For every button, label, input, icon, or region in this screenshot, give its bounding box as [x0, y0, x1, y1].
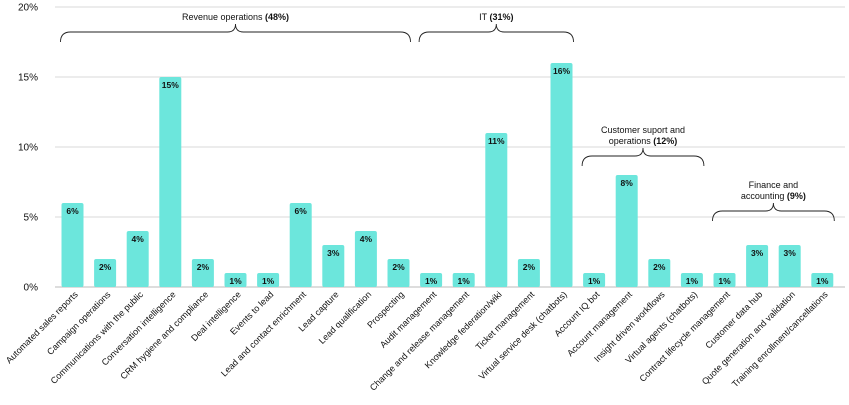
data-label: 1% — [262, 276, 275, 286]
data-label: 1% — [229, 276, 242, 286]
data-label: 2% — [392, 262, 405, 272]
y-tick-label: 5% — [24, 213, 39, 224]
group-label: accounting (9%) — [741, 191, 806, 201]
group-label: Revenue operations (48%) — [182, 12, 289, 22]
group-label-share: (12%) — [653, 136, 677, 146]
group-label: Customer suport and — [601, 125, 685, 135]
data-label: 6% — [295, 206, 308, 216]
data-label: 3% — [327, 248, 340, 258]
y-tick-label: 20% — [18, 3, 38, 14]
bar — [746, 245, 769, 287]
data-label: 1% — [718, 276, 731, 286]
bar — [615, 175, 638, 287]
data-label: 1% — [425, 276, 438, 286]
y-tick-label: 0% — [24, 283, 39, 294]
bar — [191, 259, 214, 287]
bar — [778, 245, 801, 287]
category-label: Customer data hub — [703, 289, 764, 350]
bar — [289, 203, 312, 287]
bar — [94, 259, 117, 287]
bar — [811, 273, 834, 287]
group-label-share: (48%) — [265, 12, 289, 22]
bar — [517, 259, 540, 287]
data-label: 1% — [816, 276, 829, 286]
bar — [550, 63, 573, 287]
data-label: 15% — [162, 80, 179, 90]
y-tick-label: 15% — [18, 73, 38, 84]
category-label: Audit management — [378, 289, 439, 350]
data-label: 1% — [686, 276, 699, 286]
data-label: 2% — [653, 262, 666, 272]
bar — [61, 203, 84, 287]
data-label: 11% — [488, 136, 505, 146]
group-label: Finance and — [749, 180, 799, 190]
group-label-text: Revenue operations — [182, 12, 265, 22]
group-label-text: Finance and — [749, 180, 799, 190]
bar — [354, 231, 377, 287]
data-label: 4% — [132, 234, 145, 244]
bar — [680, 273, 703, 287]
data-label: 2% — [523, 262, 536, 272]
group-brace — [712, 202, 835, 222]
bar — [420, 273, 443, 287]
data-label: 3% — [784, 248, 797, 258]
y-tick-label: 10% — [18, 143, 38, 154]
data-label: 3% — [751, 248, 764, 258]
bar — [159, 77, 182, 287]
group-label-share: (31%) — [489, 12, 513, 22]
group-label-text: accounting — [741, 191, 787, 201]
category-label: Ticket management — [474, 289, 537, 352]
group-brace — [581, 147, 705, 167]
data-label: 1% — [588, 276, 601, 286]
category-label: Campaign operations — [45, 289, 113, 357]
y-axis-ticks: 0% 5% 10% 15% 20% — [18, 3, 38, 294]
bar — [452, 273, 475, 287]
bar — [648, 259, 671, 287]
data-label: 16% — [553, 66, 570, 76]
group-label-text: IT — [479, 12, 489, 22]
data-label: 2% — [99, 262, 112, 272]
data-label: 4% — [360, 234, 373, 244]
group-label-text: operations — [609, 136, 654, 146]
bar — [485, 133, 508, 287]
group-label-text: Customer suport and — [601, 125, 685, 135]
bars — [61, 63, 834, 287]
group-label: operations (12%) — [609, 136, 678, 146]
group-brace — [60, 23, 411, 43]
data-label: 8% — [621, 178, 634, 188]
group-brace — [418, 23, 574, 43]
bar — [257, 273, 280, 287]
data-label: 1% — [458, 276, 471, 286]
bar — [224, 273, 247, 287]
group-brackets: Revenue operations (48%) IT (31%) Customer… — [60, 12, 835, 222]
bar — [126, 231, 149, 287]
group-label: IT (31%) — [479, 12, 513, 22]
data-label: 6% — [66, 206, 79, 216]
group-label-share: (9%) — [787, 191, 806, 201]
bar — [713, 273, 736, 287]
bar — [322, 245, 345, 287]
bar — [387, 259, 410, 287]
data-labels: 6% 2% 4% 15% 2% 1% 1% 6% 3% 4% 2% 1% 1% 11% 2% 16% 1% 8% 2… — [66, 66, 829, 286]
data-label: 2% — [197, 262, 210, 272]
bar — [583, 273, 606, 287]
